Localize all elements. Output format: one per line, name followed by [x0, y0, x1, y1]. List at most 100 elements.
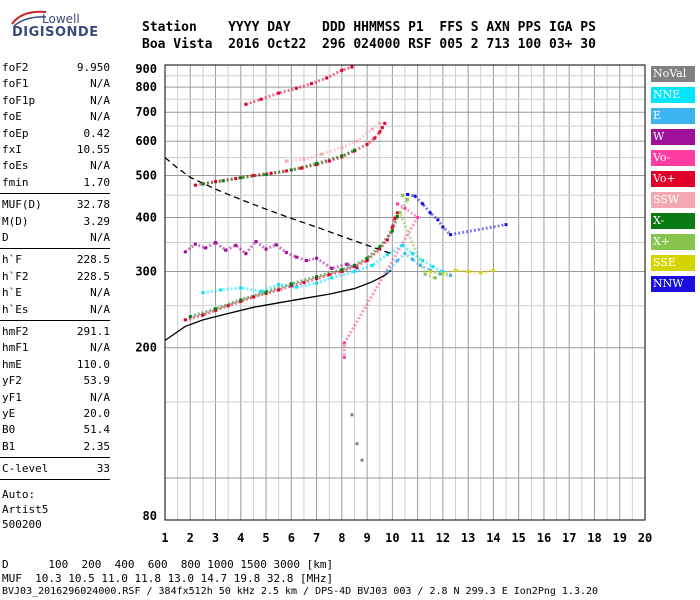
echo-point [302, 280, 306, 284]
param-separator [0, 457, 110, 459]
echo-trace [245, 65, 353, 106]
x-tick-label: 20 [638, 531, 652, 545]
param-separator [0, 248, 110, 250]
echo-point [201, 291, 205, 295]
param-row: hmF2 291.1 [2, 324, 110, 339]
echo-point [239, 176, 243, 180]
echo-point [385, 270, 389, 274]
echo-point [395, 215, 399, 219]
param-row: foEp 0.42 [2, 126, 110, 141]
y-tick-label: 200 [135, 341, 157, 355]
param-row: foEs N/A [2, 158, 110, 173]
param-value: N/A [90, 77, 110, 91]
param-label: h`E [2, 286, 22, 300]
echo-point [315, 161, 319, 165]
echo-trace [184, 239, 358, 271]
chart-frame [164, 64, 646, 521]
param-row: h`F 228.5 [2, 252, 110, 267]
echo-point [370, 263, 374, 267]
param-value: 9.950 [76, 61, 110, 74]
echo-point [413, 194, 417, 198]
y-tick-label: 400 [135, 210, 157, 224]
x-tick-label: 14 [486, 531, 500, 545]
echo-point [264, 172, 268, 176]
echo-point [491, 268, 495, 272]
echo-point [454, 268, 458, 272]
x-tick-label: 4 [237, 531, 244, 545]
echo-point [327, 159, 331, 163]
echo-point [340, 154, 344, 158]
param-label: hmF2 [2, 325, 29, 338]
param-label: h`Es [2, 302, 29, 316]
echo-point [395, 202, 399, 206]
echo-point [403, 252, 407, 256]
x-tick-label: 1 [161, 531, 168, 545]
echo-point [373, 136, 377, 140]
echo-point [378, 121, 382, 125]
echo-point [284, 159, 288, 163]
echo-point [441, 272, 445, 276]
echo-point [433, 276, 437, 280]
echo-point [340, 68, 344, 72]
param-row: foF2 9.950 [2, 60, 110, 75]
x-tick-label: 18 [587, 531, 601, 545]
param-label: yF1 [2, 390, 22, 404]
echo-point [411, 252, 415, 256]
legend-item: X+ [651, 234, 695, 250]
echo-point [441, 225, 445, 229]
echo-point [289, 284, 293, 288]
echo-point [431, 265, 435, 269]
echo-point [378, 130, 382, 134]
footer-muf-row: MUF 10.3 10.5 11.0 11.8 13.0 14.7 19.8 3… [2, 572, 334, 585]
echo-point [428, 270, 432, 274]
param-row-clevel: C-level 33 [2, 461, 110, 476]
echo-point [411, 257, 415, 261]
header-row-labels: Station YYYY DAY DDD HHMMSS P1 FFS S AXN… [142, 20, 596, 35]
echo-point [400, 193, 404, 197]
echo-point [416, 215, 420, 219]
echo-point [383, 121, 387, 125]
x-tick-label: 5 [262, 531, 269, 545]
x-tick-label: 16 [537, 531, 551, 545]
param-label: M(D) [2, 214, 29, 228]
echo-point [428, 211, 432, 215]
echo-point [277, 282, 281, 286]
echo-point [330, 276, 334, 280]
param-value: 32.78 [76, 198, 110, 212]
param-label: foE [2, 110, 22, 124]
echo-point [365, 142, 369, 146]
echo-point [274, 243, 278, 247]
echo-point [395, 211, 399, 215]
echo-point [466, 270, 470, 274]
echo-point [299, 166, 303, 170]
echo-point [251, 295, 255, 299]
echo-point [398, 211, 402, 215]
echo-point [355, 139, 359, 143]
legend-item: NNE [651, 87, 695, 103]
echo-point [183, 318, 187, 322]
x-tick-label: 10 [385, 531, 399, 545]
param-value: 33 [96, 462, 110, 476]
echo-trace [429, 268, 494, 276]
param-row: h`E N/A [2, 285, 110, 300]
param-value: N/A [90, 390, 110, 404]
echo-point [330, 266, 334, 270]
y-tick-label: 500 [135, 168, 157, 182]
echo-point [350, 413, 354, 417]
y-tick-label: 900 [135, 62, 157, 76]
param-label: MUF(D) [2, 198, 42, 212]
echo-point [365, 259, 369, 263]
y-axis-ticks: 80 200 300 400 500 600 700 800 900 [135, 62, 157, 523]
chart-curves [164, 65, 507, 358]
param-value: 2.35 [83, 439, 111, 453]
profile-curve [164, 269, 392, 341]
x-tick-label: 19 [613, 531, 627, 545]
param-label: C-level [2, 462, 49, 476]
x-tick-label: 15 [511, 531, 525, 545]
echo-point [234, 243, 238, 247]
echo-point [277, 91, 281, 95]
x-tick-label: 6 [288, 531, 295, 545]
echo-point [304, 259, 308, 263]
param-value: 1.70 [83, 175, 111, 189]
auto-line2: Artist5 [2, 503, 49, 517]
